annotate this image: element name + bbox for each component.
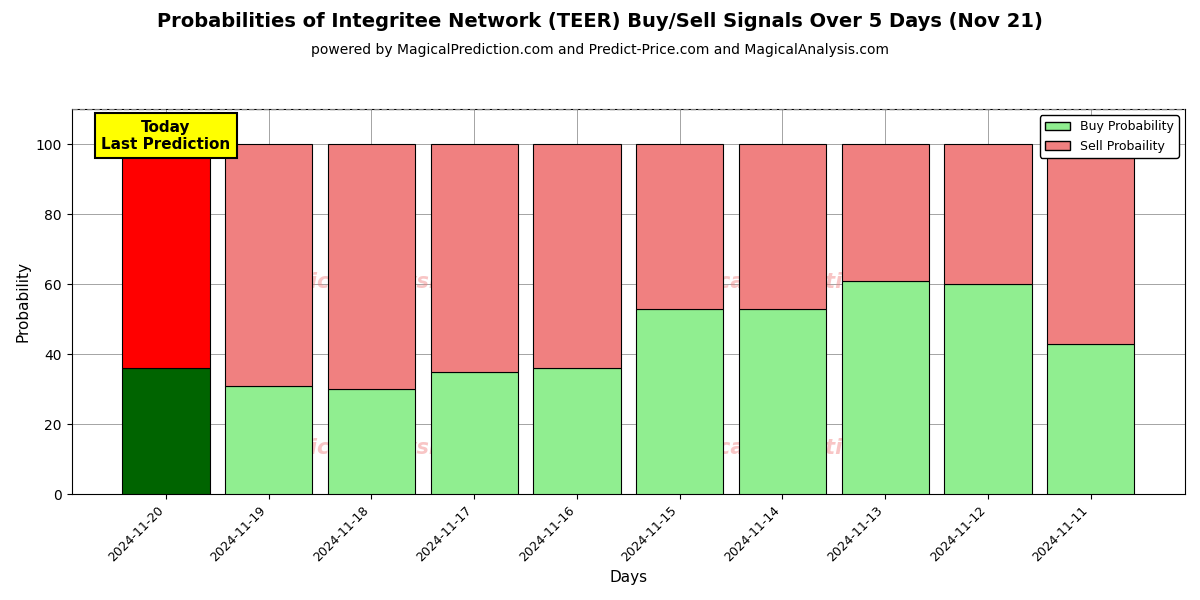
X-axis label: Days: Days: [610, 570, 647, 585]
Bar: [944, 284, 1032, 494]
Text: MagicalAnalysis.com: MagicalAnalysis.com: [262, 272, 505, 292]
Bar: [636, 309, 724, 494]
Bar: [328, 389, 415, 494]
Bar: [226, 144, 312, 386]
Text: MagicalPrediction.com: MagicalPrediction.com: [662, 438, 929, 458]
Text: Probabilities of Integritee Network (TEER) Buy/Sell Signals Over 5 Days (Nov 21): Probabilities of Integritee Network (TEE…: [157, 12, 1043, 31]
Bar: [122, 144, 210, 368]
Bar: [533, 368, 620, 494]
Bar: [739, 309, 826, 494]
Bar: [841, 281, 929, 494]
Y-axis label: Probability: Probability: [16, 261, 30, 342]
Bar: [1048, 144, 1134, 344]
Bar: [431, 372, 518, 494]
Bar: [739, 144, 826, 309]
Bar: [533, 144, 620, 368]
Bar: [944, 144, 1032, 284]
Bar: [122, 368, 210, 494]
Bar: [841, 144, 929, 281]
Bar: [328, 144, 415, 389]
Bar: [1048, 344, 1134, 494]
Text: MagicalAnalysis.com: MagicalAnalysis.com: [262, 438, 505, 458]
Text: MagicalPrediction.com: MagicalPrediction.com: [662, 272, 929, 292]
Text: Today
Last Prediction: Today Last Prediction: [101, 119, 230, 152]
Legend: Buy Probability, Sell Probaility: Buy Probability, Sell Probaility: [1040, 115, 1178, 158]
Text: powered by MagicalPrediction.com and Predict-Price.com and MagicalAnalysis.com: powered by MagicalPrediction.com and Pre…: [311, 43, 889, 57]
Bar: [226, 386, 312, 494]
Bar: [636, 144, 724, 309]
Bar: [431, 144, 518, 372]
